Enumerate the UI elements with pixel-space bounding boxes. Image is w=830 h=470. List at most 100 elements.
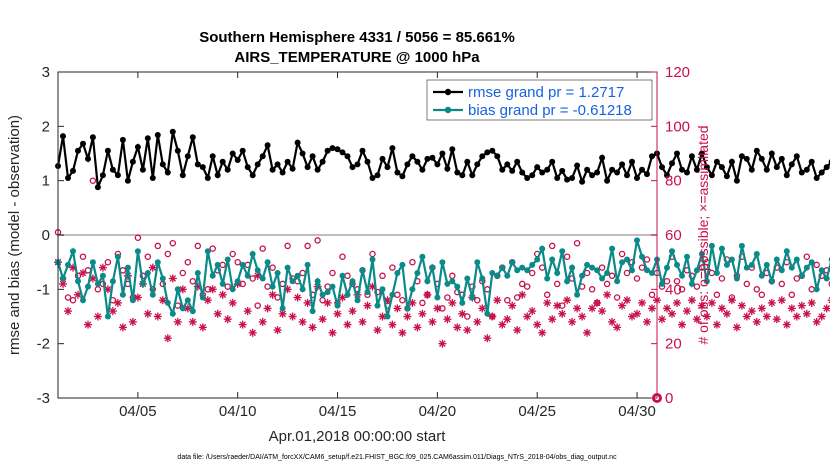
bias-point [324,289,331,296]
assimilated-obs-point [213,309,222,318]
bias-point [594,267,601,274]
bias-point [144,270,151,276]
bias-point [614,278,621,285]
bias-point [544,275,551,282]
bias-point [519,264,526,271]
rmse-point [374,172,381,179]
assimilated-obs-point [398,328,407,337]
rmse-point [124,177,131,184]
rmse-point [99,172,106,179]
bias-point [454,283,461,290]
y-tick-label: 1 [42,173,50,190]
bias-point [514,267,521,274]
bias-point [589,264,596,271]
bias-point [649,270,655,276]
rmse-point [449,146,456,153]
rmse-point [494,153,501,160]
y-right-tick-label: 80 [665,173,682,190]
assimilated-obs-point [707,298,716,307]
bias-point [813,286,820,293]
rmse-point [309,153,316,160]
rmse-point [159,161,166,168]
bias-point [629,267,635,274]
assimilated-obs-point [293,293,302,302]
rmse-point [209,153,216,160]
y-tick-label: -1 [37,281,50,298]
bias-point [679,272,685,279]
rmse-point [459,172,466,179]
assimilated-obs-point [188,317,197,326]
bias-point [464,275,471,282]
rmse-point [718,164,725,171]
bias-point [609,245,616,252]
legend-marker [444,88,452,96]
assimilated-obs-point [143,309,152,318]
rmse-point [703,164,710,171]
assimilated-obs-point [772,315,781,324]
assimilated-obs-point [643,317,651,326]
possible-obs-point [259,245,266,252]
rmse-point [693,166,700,173]
assimilated-obs-point [118,323,127,332]
bias-point [264,259,271,266]
rmse-point [708,172,715,179]
rmse-point [773,164,780,171]
assimilated-obs-point [528,307,537,316]
bias-point [304,261,311,268]
bias-point [274,270,281,276]
assimilated-obs-point [79,269,87,277]
rmse-point [409,153,416,160]
x-tick-label: 04/15 [319,403,357,420]
rmse-point [129,158,136,165]
legend-box [426,79,653,121]
rmse-point [713,158,720,165]
possible-obs-point [518,280,526,288]
possible-obs-point [643,256,651,263]
bias-point [639,253,645,260]
rmse-point [614,169,621,176]
possible-obs-point [184,258,192,266]
assimilated-obs-point [658,315,666,324]
bias-point [439,259,446,266]
rmse-point [89,134,96,141]
possible-obs-point [713,291,721,299]
bias-point [85,283,91,290]
bias-point [199,294,206,301]
rmse-point [314,166,321,173]
assimilated-obs-point [648,304,656,313]
assimilated-obs-point [722,309,731,318]
bias-point [94,280,101,287]
bias-point [374,302,381,309]
bias-point [254,267,261,274]
assimilated-obs-point [113,298,122,307]
possible-obs-point [788,291,796,299]
bias-point [798,272,805,279]
bias-point [159,275,166,282]
rmse-point [354,161,361,168]
possible-obs-point [224,283,231,290]
bias-point [788,264,795,271]
bias-point [154,259,161,266]
rmse-point [808,158,815,165]
assimilated-obs-point [683,307,691,316]
assimilated-obs-point [623,296,631,305]
assimilated-obs-point [163,334,172,343]
rmse-point [539,169,546,176]
possible-obs-point [64,294,72,301]
y-right-tick-label: 20 [665,336,682,353]
bias-point [659,280,665,287]
rmse-point [753,147,760,154]
rmse-point [559,167,566,174]
rmse-point [604,177,611,184]
assimilated-obs-point [493,296,502,305]
y-right-tick-label: 0 [665,390,673,407]
possible-obs-point [389,264,396,271]
bias-point [728,256,735,263]
possible-obs-point [194,242,202,250]
possible-obs-point [339,253,346,260]
bias-point [449,278,456,285]
possible-obs-point [523,283,531,290]
bias-point [494,272,501,279]
assimilated-obs-point [727,296,736,305]
rmse-point [194,161,201,168]
